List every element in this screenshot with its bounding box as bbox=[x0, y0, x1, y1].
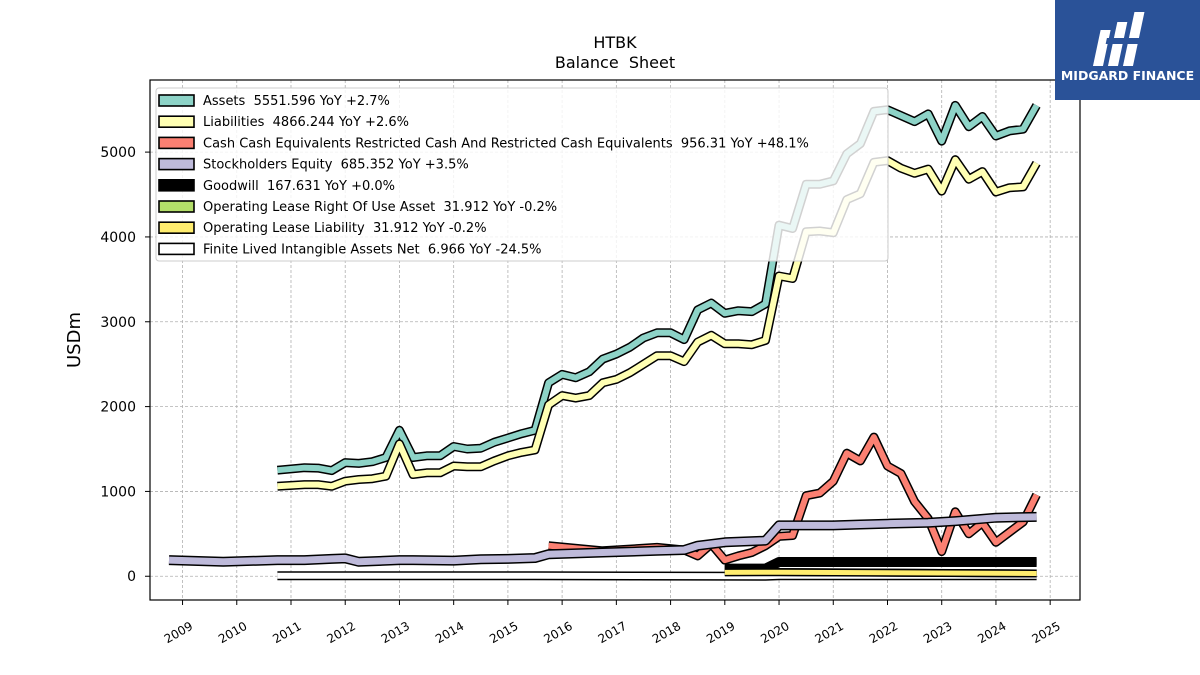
x-tick-label: 2018 bbox=[650, 619, 683, 646]
y-tick-label: 5000 bbox=[100, 145, 136, 161]
x-tick-label: 2023 bbox=[921, 619, 954, 646]
x-tick-label: 2020 bbox=[758, 619, 791, 646]
legend-entry: Operating Lease Liability 31.912 YoY -0.… bbox=[203, 221, 487, 236]
legend-entry: Finite Lived Intangible Assets Net 6.966… bbox=[203, 242, 542, 257]
y-tick-label: 2000 bbox=[100, 400, 136, 416]
legend-swatch bbox=[158, 94, 195, 107]
series-line bbox=[724, 569, 1037, 576]
x-tick-label: 2014 bbox=[433, 619, 466, 646]
brand-name: MIDGARD FINANCE bbox=[1060, 68, 1195, 83]
brand-logo: MIDGARD FINANCE bbox=[1055, 0, 1200, 100]
x-tick-label: 2021 bbox=[813, 619, 846, 646]
legend-entry: Operating Lease Right Of Use Asset 31.91… bbox=[203, 200, 557, 215]
x-tick-label: 2013 bbox=[379, 619, 412, 646]
legend-entry: Cash Cash Equivalents Restricted Cash An… bbox=[203, 136, 809, 151]
series-line bbox=[168, 513, 1037, 566]
x-tick-label: 2016 bbox=[541, 619, 574, 646]
legend-swatch bbox=[158, 157, 195, 171]
legend-entry: Liabilities 4866.244 YoY +2.6% bbox=[203, 115, 409, 130]
legend-swatch bbox=[158, 115, 195, 128]
legend-entry: Assets 5551.596 YoY +2.7% bbox=[203, 94, 390, 109]
y-tick-label: 4000 bbox=[100, 230, 136, 246]
y-tick-label: 0 bbox=[127, 569, 136, 585]
legend-entry: Goodwill 167.631 YoY +0.0% bbox=[203, 179, 395, 194]
plot-frame bbox=[149, 79, 1081, 601]
legend-entry: Stockholders Equity 685.352 YoY +3.5% bbox=[203, 158, 469, 173]
x-tick-label: 2025 bbox=[1029, 619, 1062, 646]
x-tick-label: 2009 bbox=[162, 619, 195, 646]
x-tick-label: 2024 bbox=[975, 619, 1008, 646]
midgard-logo-icon bbox=[1092, 12, 1145, 66]
x-tick-label: 2019 bbox=[704, 619, 737, 646]
series-line bbox=[277, 102, 1040, 474]
x-tick-label: 2017 bbox=[596, 619, 629, 646]
x-tick-label: 2015 bbox=[487, 619, 520, 646]
legend-swatch bbox=[158, 221, 195, 234]
legend-swatch bbox=[158, 136, 195, 150]
x-tick-label: 2010 bbox=[216, 619, 249, 646]
y-tick-label: 3000 bbox=[100, 315, 136, 331]
y-axis: 0 1000 2000 3000 4000 5000 bbox=[100, 145, 150, 585]
chart-title: HTBK bbox=[593, 33, 637, 52]
legend-swatch bbox=[158, 242, 195, 256]
legend-swatch bbox=[158, 200, 195, 213]
series-layer bbox=[168, 100, 1041, 581]
x-tick-label: 2022 bbox=[867, 619, 900, 646]
y-axis-label: USDm bbox=[64, 312, 85, 368]
series-line bbox=[277, 156, 1040, 490]
x-axis: 2009 2010 2011 2012 2013 2014 2015 2016 2017 2018… bbox=[162, 600, 1063, 646]
x-tick-label: 2011 bbox=[270, 619, 303, 646]
legend-box bbox=[155, 87, 889, 262]
x-tick-label: 2012 bbox=[324, 619, 357, 646]
legend-swatch bbox=[158, 179, 195, 192]
chart-subtitle: Balance Sheet bbox=[555, 53, 675, 72]
y-tick-label: 1000 bbox=[100, 484, 136, 500]
legend: Assets 5551.596 YoY +2.7% Liabilities 486… bbox=[155, 87, 889, 262]
